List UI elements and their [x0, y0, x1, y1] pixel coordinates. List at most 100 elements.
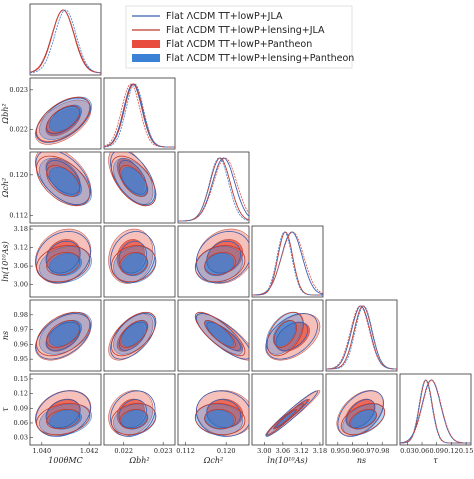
contour-line — [266, 403, 304, 436]
panel-4-0: 0.95 0.96 0.97 0.98 ns — [1, 299, 102, 372]
y-tick-label: 3.12 — [14, 244, 28, 252]
contour-line — [46, 408, 81, 430]
marginal-curve — [30, 9, 101, 74]
x-tick-label: 0.97 — [360, 447, 374, 455]
contour-line — [110, 311, 157, 357]
x-axis-label: Ωch² — [203, 456, 223, 465]
y-tick-label: 0.98 — [14, 311, 28, 319]
y-tick-label: 0.97 — [14, 326, 28, 334]
y-axis-label: Ωch² — [1, 178, 10, 198]
x-tick-label: 0.09 — [429, 447, 443, 455]
contour-line — [204, 251, 236, 276]
contour-line — [46, 320, 81, 348]
contour-line — [35, 231, 91, 284]
x-tick-label: 0.022 — [114, 447, 133, 455]
marginal-curve — [178, 157, 249, 222]
contour-line — [45, 321, 81, 351]
panel-4-3 — [251, 299, 324, 372]
y-tick-label: 0.112 — [9, 211, 28, 219]
panel-4-4 — [325, 299, 398, 372]
contour-line — [265, 312, 318, 360]
contour-line — [36, 245, 91, 283]
contour-line — [45, 159, 81, 195]
contour-line — [119, 165, 148, 197]
contour-68 — [49, 167, 82, 197]
x-tick-label: 3.12 — [294, 447, 308, 455]
contour-line — [195, 390, 249, 437]
marginal-curve — [178, 157, 249, 222]
panel-1-0: 0.022 0.023 Ωbh² — [1, 77, 102, 150]
panel-frame — [399, 373, 472, 446]
contour-line — [275, 321, 309, 351]
panel-5-4: 0.95 0.96 0.97 0.98 ns — [325, 373, 398, 465]
contour-line — [36, 311, 91, 357]
contour-line — [45, 105, 81, 135]
contour-line — [46, 165, 81, 197]
contour-line — [273, 408, 298, 430]
legend-label: Flat ΛCDM TT+lowP+lensing+JLA — [166, 25, 325, 36]
x-tick-label: 3.06 — [276, 447, 290, 455]
x-axis-label: Ωbh² — [128, 456, 149, 465]
panel-3-3 — [251, 225, 324, 298]
x-tick-label: 0.06 — [415, 447, 429, 455]
contour-line — [118, 321, 148, 351]
y-tick-label: 3.06 — [14, 262, 28, 270]
contour-line — [206, 321, 242, 351]
y-axis-label: τ — [1, 407, 10, 412]
legend-label: Flat ΛCDM TT+lowP+JLA — [166, 11, 283, 22]
y-tick-label: 0.15 — [14, 375, 28, 383]
y-tick-label: 0.120 — [9, 171, 28, 179]
legend-swatch — [132, 40, 160, 48]
x-tick-label: 3.18 — [313, 447, 327, 455]
contour-line — [337, 390, 385, 437]
y-tick-label: 0.09 — [14, 404, 28, 412]
x-tick-label: 1.040 — [33, 447, 52, 455]
panel-frame — [177, 151, 250, 224]
contour-line — [110, 403, 157, 436]
contour-line — [36, 155, 91, 207]
contour-line — [110, 152, 156, 206]
y-axis-label: Ωbh² — [1, 103, 10, 124]
x-tick-label: 0.15 — [459, 447, 473, 455]
legend-label: Flat ΛCDM TT+lowP+lensing+Pantheon — [166, 53, 354, 64]
contour-line — [35, 97, 91, 143]
legend-swatch — [132, 54, 160, 62]
contour-line — [110, 231, 156, 284]
x-tick-label: 0.96 — [345, 447, 359, 455]
x-tick-label: 0.95 — [331, 447, 345, 455]
x-tick-label: 3.00 — [257, 447, 271, 455]
contour-line — [119, 251, 148, 276]
legend: Flat ΛCDM TT+lowP+JLA Flat ΛCDM TT+lowP+l… — [125, 5, 354, 69]
contour-line — [118, 159, 148, 195]
marginal-curve — [326, 305, 397, 370]
x-axis-label: ln(10¹⁰As) — [267, 456, 307, 465]
contour-line — [273, 320, 298, 348]
panel-4-1 — [103, 299, 176, 372]
x-tick-label: 1.042 — [80, 447, 99, 455]
contour-line — [119, 320, 148, 348]
x-tick-label: 0.98 — [375, 447, 389, 455]
x-tick-label: 0.023 — [154, 447, 173, 455]
x-axis-label: τ — [433, 456, 438, 465]
contour-68 — [121, 253, 149, 277]
contour-line — [346, 399, 376, 429]
panel-0-0 — [29, 3, 102, 76]
contour-line — [119, 408, 148, 430]
panel-2-2 — [177, 151, 250, 224]
contour-line — [45, 399, 81, 429]
y-tick-label: 0.03 — [14, 434, 28, 442]
panel-2-1 — [103, 151, 176, 224]
panel-5-3: 3.00 3.06 3.12 3.18 ln(10¹⁰As) — [251, 373, 327, 465]
contour-line — [266, 311, 304, 357]
contour-line — [349, 408, 377, 430]
panel-5-1: 0.022 0.023 Ωbh² — [103, 373, 176, 465]
contour-line — [110, 155, 157, 207]
contour-line — [46, 105, 81, 134]
marginal-curve — [104, 83, 175, 148]
legend-frame — [125, 5, 353, 69]
panel-3-2 — [177, 225, 250, 298]
